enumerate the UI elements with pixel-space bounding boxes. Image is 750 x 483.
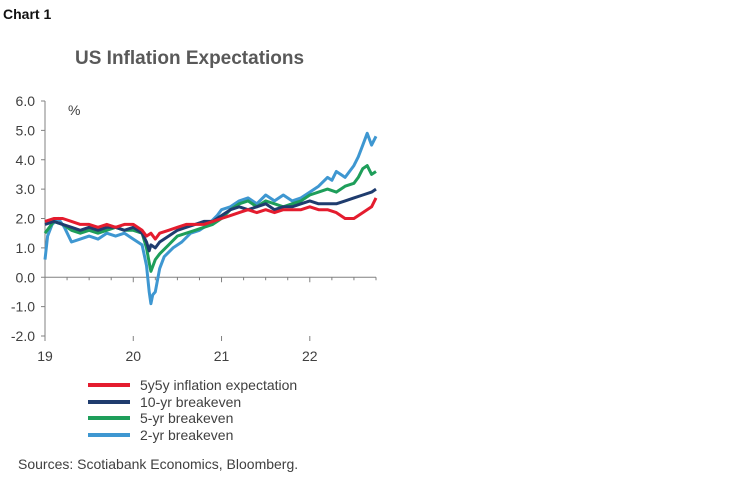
y-tick-label: 3.0: [16, 181, 36, 197]
legend-swatch: [88, 432, 130, 437]
y-axis: 6.0 5.0 4.0 3.0 2.0 1.0 0.0 -1.0 -2.0: [11, 93, 46, 344]
y-tick-label: 1.0: [16, 240, 36, 256]
y-axis-unit-label: %: [68, 102, 80, 118]
series-layer: [43, 131, 378, 306]
legend-label: 5y5y inflation expectation: [140, 377, 298, 393]
legend-swatch: [88, 399, 130, 404]
x-tick-label: 20: [125, 348, 141, 364]
legend-swatch: [88, 383, 130, 388]
source-note: Sources: Scotiabank Economics, Bloomberg…: [18, 456, 299, 472]
series-line-5-yr-breakeven: [43, 164, 377, 273]
y-tick-label: -2.0: [11, 328, 35, 344]
legend-item: 5y5y inflation expectation: [88, 377, 297, 394]
legend-label: 5-yr breakeven: [140, 410, 234, 426]
legend-label: 10-yr breakeven: [140, 393, 242, 410]
y-tick-label: 4.0: [16, 152, 36, 168]
legend-swatch: [88, 416, 130, 421]
series-line-2-yr-breakeven: [43, 131, 378, 306]
x-tick-label: 21: [214, 348, 230, 364]
series-line-5y5y-inflation-expectation: [44, 197, 378, 241]
x-tick-label: 22: [302, 348, 318, 364]
x-tick-label: 19: [37, 348, 53, 364]
legend-item: 10-yr breakeven: [88, 394, 297, 411]
chart-title: US Inflation Expectations: [75, 48, 305, 69]
y-tick-label: 0.0: [16, 269, 36, 285]
y-tick-label: 2.0: [16, 211, 36, 227]
x-axis: 19 20 21 22: [37, 276, 377, 364]
legend-item: 2-yr breakeven: [88, 427, 297, 444]
legend: 5y5y inflation expectation 10-yr breakeve…: [88, 377, 297, 443]
series-line-10-yr-breakeven: [44, 187, 377, 253]
chart-label: Chart 1: [3, 6, 52, 22]
y-tick-label: -1.0: [11, 299, 35, 315]
y-tick-label: 6.0: [16, 93, 36, 109]
y-tick-label: 5.0: [16, 122, 36, 138]
legend-label: 2-yr breakeven: [140, 426, 234, 443]
legend-item: 5-yr breakeven: [88, 410, 297, 427]
